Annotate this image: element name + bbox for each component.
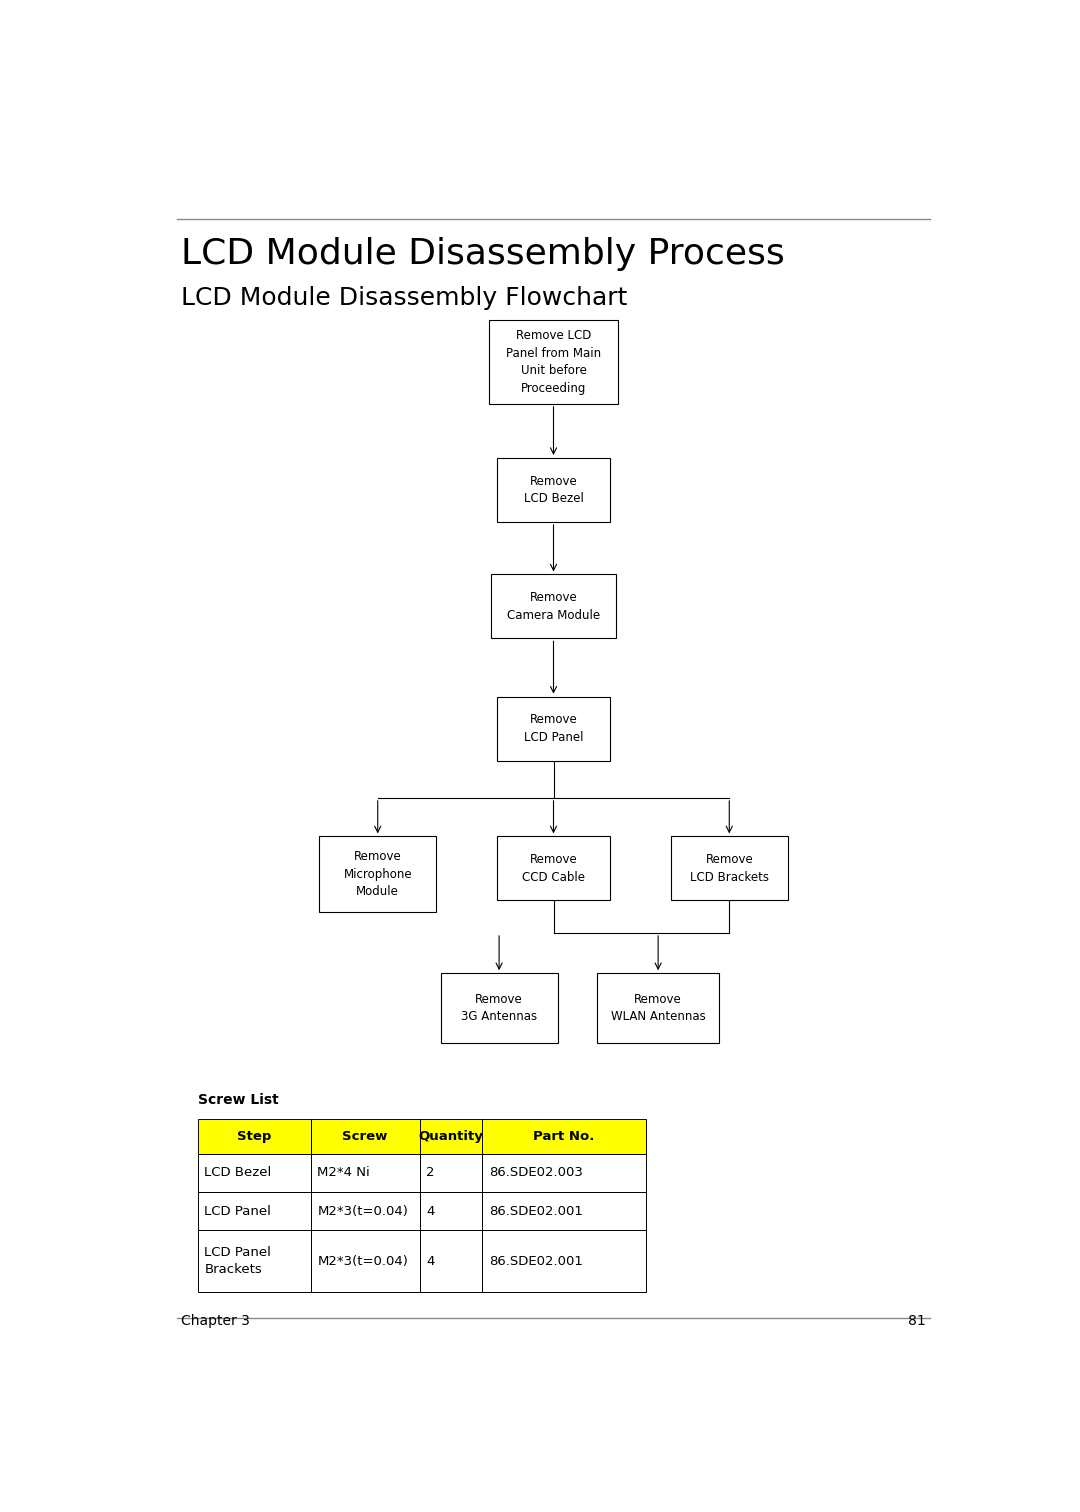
Text: Chapter 3: Chapter 3: [181, 1314, 249, 1328]
Bar: [671, 836, 787, 900]
Text: LCD Panel
Brackets: LCD Panel Brackets: [204, 1246, 271, 1276]
Text: 4: 4: [427, 1205, 434, 1217]
Bar: [198, 1154, 311, 1191]
Text: Screw List: Screw List: [198, 1093, 279, 1107]
Text: Remove
WLAN Antennas: Remove WLAN Antennas: [611, 993, 705, 1024]
Bar: [420, 1154, 483, 1191]
Text: Screw: Screw: [342, 1129, 388, 1143]
Bar: [488, 321, 619, 404]
Text: M2*4 Ni: M2*4 Ni: [318, 1166, 370, 1179]
Bar: [320, 836, 436, 912]
Bar: [490, 575, 617, 638]
Bar: [420, 1119, 483, 1154]
Bar: [311, 1154, 419, 1191]
Text: Remove
3G Antennas: Remove 3G Antennas: [461, 993, 537, 1024]
Bar: [420, 1191, 483, 1231]
Text: 4: 4: [427, 1255, 434, 1267]
Bar: [483, 1119, 646, 1154]
Text: 86.SDE02.003: 86.SDE02.003: [489, 1166, 583, 1179]
Bar: [311, 1231, 419, 1291]
Text: Remove
Camera Module: Remove Camera Module: [507, 591, 600, 621]
Text: Step: Step: [238, 1129, 271, 1143]
Text: Quantity: Quantity: [419, 1129, 484, 1143]
Bar: [497, 697, 610, 761]
Text: Remove LCD
Panel from Main
Unit before
Proceeding: Remove LCD Panel from Main Unit before P…: [505, 330, 602, 395]
Text: LCD Module Disassembly Process: LCD Module Disassembly Process: [181, 237, 785, 271]
Text: M2*3(t=0.04): M2*3(t=0.04): [318, 1255, 408, 1267]
Bar: [483, 1191, 646, 1231]
Bar: [311, 1119, 419, 1154]
Text: Remove
Microphone
Module: Remove Microphone Module: [343, 850, 413, 898]
Bar: [198, 1191, 311, 1231]
Text: LCD Panel: LCD Panel: [204, 1205, 271, 1217]
Text: LCD Bezel: LCD Bezel: [204, 1166, 272, 1179]
Bar: [441, 974, 557, 1043]
Text: 2: 2: [427, 1166, 435, 1179]
Text: LCD Module Disassembly Flowchart: LCD Module Disassembly Flowchart: [181, 286, 627, 310]
Bar: [483, 1154, 646, 1191]
Text: 81: 81: [908, 1314, 926, 1328]
Text: Remove
LCD Panel: Remove LCD Panel: [524, 714, 583, 744]
Bar: [420, 1231, 483, 1291]
Text: 86.SDE02.001: 86.SDE02.001: [489, 1205, 583, 1217]
Text: Remove
LCD Bezel: Remove LCD Bezel: [524, 475, 583, 505]
Text: 86.SDE02.001: 86.SDE02.001: [489, 1255, 583, 1267]
Text: M2*3(t=0.04): M2*3(t=0.04): [318, 1205, 408, 1217]
Bar: [497, 458, 610, 522]
Text: Remove
CCD Cable: Remove CCD Cable: [522, 853, 585, 883]
Bar: [597, 974, 719, 1043]
Text: Remove
LCD Brackets: Remove LCD Brackets: [690, 853, 769, 883]
Bar: [311, 1191, 419, 1231]
Bar: [497, 836, 610, 900]
Bar: [198, 1119, 311, 1154]
Text: Part No.: Part No.: [534, 1129, 595, 1143]
Bar: [483, 1231, 646, 1291]
Bar: [198, 1231, 311, 1291]
